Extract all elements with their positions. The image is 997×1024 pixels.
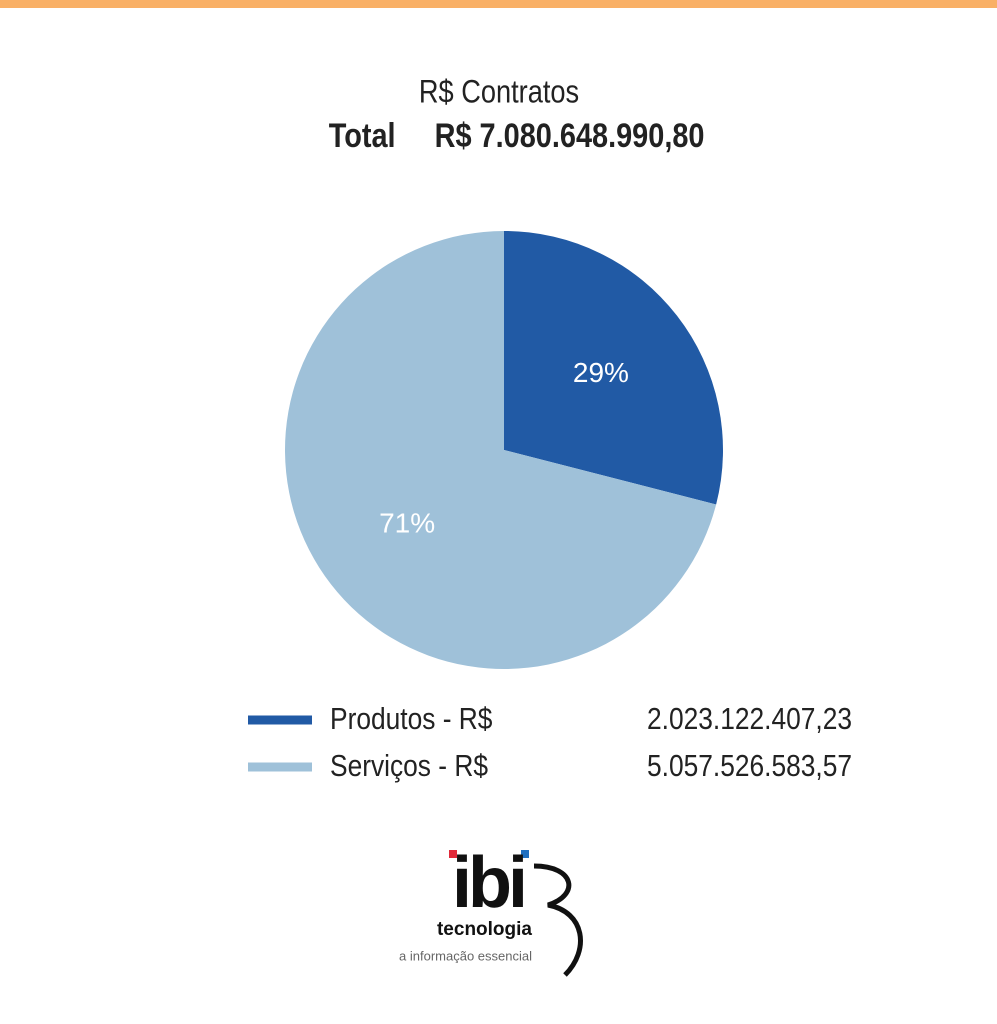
legend-amount-wrap: 5.057.526.583,57 [647, 749, 852, 783]
legend-amount: 2.023.122.407,23 [647, 702, 852, 736]
legend-label: Serviços - R$ [330, 749, 488, 783]
pie-slice [504, 231, 723, 505]
total-row: Total R$ 7.080.648.990,80 [329, 116, 705, 155]
total-value: R$ 7.080.648.990,80 [435, 116, 705, 155]
legend-amount: 5.057.526.583,57 [647, 749, 852, 783]
logo-dot-red [449, 850, 457, 858]
pie: 29% 71% [284, 231, 723, 669]
logo-line1: tecnologia [437, 919, 532, 940]
top-bar [0, 0, 997, 8]
logo-curve [533, 863, 583, 977]
slice-label: 29% [573, 357, 629, 388]
chart-title: R$ Contratos [419, 74, 579, 110]
logo-name: ibi [452, 843, 524, 923]
legend: Produtos - R$ 2.023.122.407,23 Serviços - … [248, 702, 852, 784]
legend-label: Produtos - R$ [330, 702, 492, 736]
logo: ibi tecnologia a informação essencial [399, 843, 583, 977]
legend-amount-wrap: 2.023.122.407,23 [647, 702, 852, 736]
legend-entry: Produtos - R$ [330, 702, 492, 736]
logo-dot-blue [521, 850, 529, 858]
slice-label: 71% [379, 508, 435, 539]
legend-entry: Serviços - R$ [330, 749, 488, 783]
pie-slice [284, 231, 717, 669]
total-label: Total [329, 116, 396, 155]
logo-line2: a informação essencial [399, 948, 532, 963]
